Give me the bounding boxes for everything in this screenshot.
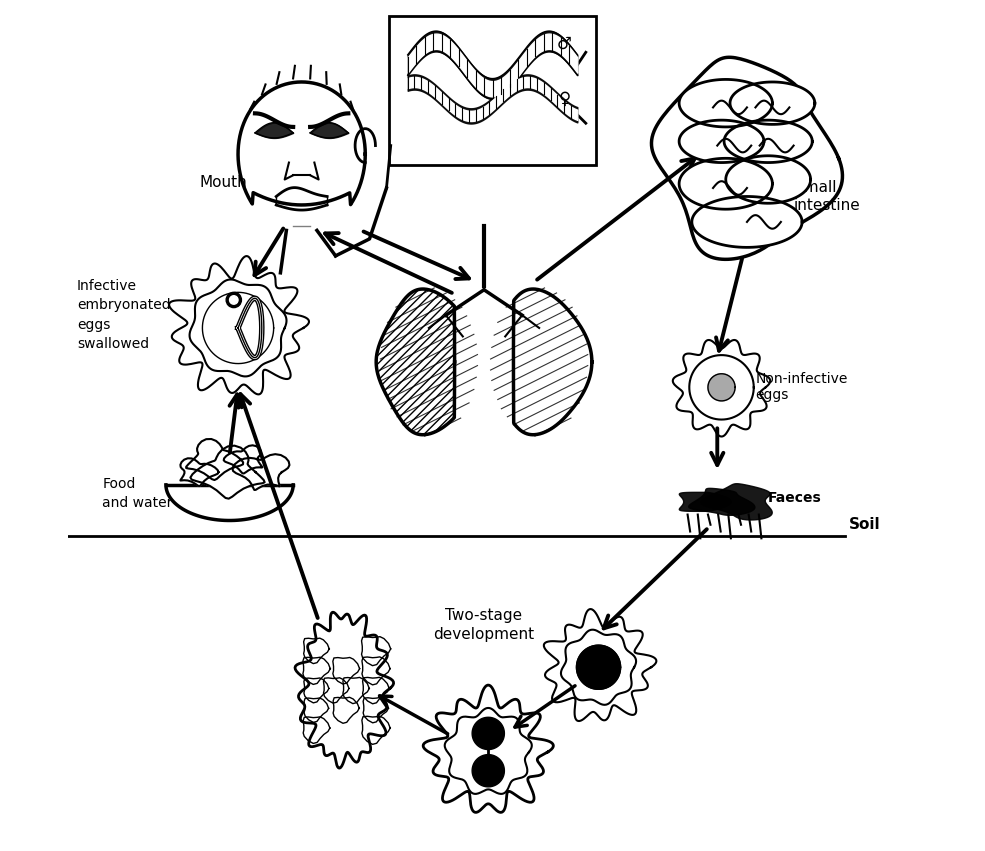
Text: Small
intestine: Small intestine: [794, 180, 860, 213]
Text: Infective
embryonated
eggs
swallowed: Infective embryonated eggs swallowed: [77, 279, 170, 351]
Polygon shape: [424, 685, 554, 813]
Polygon shape: [730, 82, 815, 124]
Text: Two-stage
development: Two-stage development: [433, 608, 535, 642]
Polygon shape: [190, 446, 265, 499]
Polygon shape: [224, 445, 262, 473]
Polygon shape: [680, 493, 731, 511]
Polygon shape: [296, 612, 394, 768]
Polygon shape: [180, 459, 219, 486]
Polygon shape: [544, 609, 656, 721]
Text: ♂: ♂: [558, 35, 572, 53]
Circle shape: [230, 295, 238, 304]
Polygon shape: [689, 488, 755, 516]
Polygon shape: [186, 439, 243, 480]
Polygon shape: [726, 156, 811, 203]
Polygon shape: [691, 197, 802, 248]
Text: ♀: ♀: [558, 90, 570, 108]
Text: Food
and water: Food and water: [102, 477, 172, 510]
Polygon shape: [701, 483, 772, 520]
Polygon shape: [576, 645, 621, 689]
Polygon shape: [513, 289, 592, 435]
Polygon shape: [376, 289, 455, 435]
Bar: [389, 16, 596, 165]
Polygon shape: [673, 340, 770, 437]
Text: Non-infective
eggs: Non-infective eggs: [755, 372, 848, 403]
Polygon shape: [708, 374, 735, 401]
Circle shape: [227, 293, 241, 307]
Polygon shape: [169, 256, 309, 394]
Polygon shape: [472, 755, 504, 787]
Polygon shape: [724, 120, 813, 163]
Polygon shape: [651, 57, 842, 260]
Polygon shape: [679, 120, 764, 163]
Text: Faeces: Faeces: [768, 490, 821, 505]
Polygon shape: [232, 454, 290, 490]
Text: Mouth: Mouth: [200, 175, 247, 191]
Polygon shape: [472, 717, 504, 750]
Polygon shape: [679, 158, 772, 209]
Polygon shape: [679, 79, 772, 127]
Text: Soil: Soil: [849, 517, 881, 532]
